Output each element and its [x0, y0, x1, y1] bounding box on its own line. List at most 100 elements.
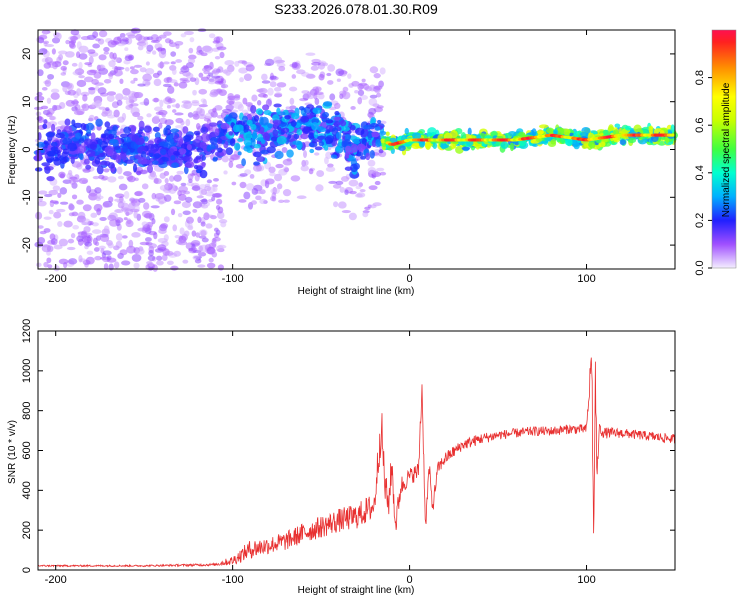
heatmap-cell	[349, 190, 357, 195]
heatmap-cell	[133, 77, 138, 82]
heatmap-cell	[619, 139, 627, 146]
heatmap-cell	[123, 217, 128, 221]
heatmap-cell	[50, 88, 60, 93]
heatmap-cell	[348, 212, 357, 221]
heatmap-cell	[47, 138, 52, 145]
heatmap-cell	[60, 72, 67, 76]
heatmap-cell	[367, 159, 376, 167]
heatmap-cell	[614, 123, 621, 128]
heatmap-cell	[195, 155, 202, 160]
heatmap-cell	[374, 180, 381, 186]
heatmap-cell	[172, 109, 177, 113]
heatmap-cell	[60, 201, 69, 205]
heatmap-cell	[98, 106, 106, 110]
heatmap-cell	[244, 169, 252, 175]
heatmap-cell	[360, 155, 367, 160]
heatmap-cell	[127, 90, 137, 99]
heatmap-cell	[411, 142, 421, 150]
heatmap-cell	[278, 65, 286, 72]
heatmap-cell	[359, 94, 368, 101]
heatmap-cell	[337, 201, 347, 209]
heatmap-cell	[239, 77, 244, 83]
heatmap-cell	[163, 216, 170, 223]
heatmap-cell	[221, 84, 229, 89]
heatmap-cell	[69, 176, 78, 180]
heatmap-cell	[121, 37, 129, 42]
heatmap-cell	[538, 124, 549, 129]
colorbar-label: Normalized spectral amplitude	[721, 82, 732, 217]
heatmap-cell	[185, 72, 194, 79]
heatmap-cell	[398, 145, 406, 152]
heatmap-cell	[344, 189, 349, 195]
heatmap-cell	[318, 73, 325, 81]
heatmap-cell	[264, 178, 275, 185]
heatmap-cell	[172, 224, 178, 232]
heatmap-cell	[46, 257, 52, 264]
heatmap-cell	[300, 165, 309, 172]
heatmap-cell	[217, 147, 223, 153]
heatmap-cell	[552, 129, 559, 135]
heatmap-cell	[85, 256, 95, 265]
heatmap-cell	[134, 92, 142, 98]
heatmap-cell	[129, 197, 136, 203]
heatmap-cell	[216, 138, 223, 145]
x-tick-label: -200	[45, 273, 67, 285]
heatmap-cell	[147, 255, 156, 262]
heatmap-cell	[148, 243, 158, 249]
heatmap-cell	[141, 159, 152, 165]
heatmap-cell	[369, 66, 379, 74]
heatmap-cell	[347, 73, 352, 79]
heatmap-cell	[152, 264, 158, 272]
heatmap-cell	[313, 131, 319, 139]
heatmap-cell	[196, 107, 203, 114]
heatmap-cell	[133, 163, 138, 173]
heatmap-cell	[276, 183, 283, 190]
heatmap-cell	[376, 92, 382, 98]
heatmap-cell	[164, 250, 174, 256]
heatmap-cell	[71, 119, 76, 126]
heatmap-cell	[77, 211, 86, 220]
heatmap-cell	[146, 164, 154, 174]
heatmap-cell	[173, 82, 179, 87]
heatmap-cell	[228, 160, 234, 169]
heatmap-cell	[118, 183, 128, 191]
heatmap-cell	[188, 47, 194, 54]
heatmap-cell	[214, 80, 224, 85]
heatmap-cell	[196, 195, 204, 199]
heatmap-cell	[325, 119, 334, 124]
heatmap-cell	[130, 80, 136, 84]
heatmap-cell	[262, 132, 271, 141]
heatmap-cell	[102, 250, 112, 256]
heatmap-cell	[46, 97, 52, 104]
heatmap-cell	[88, 87, 96, 91]
heatmap-cell	[186, 144, 192, 151]
heatmap-cell	[213, 89, 224, 94]
heatmap-cell	[95, 100, 103, 107]
heatmap-cell	[411, 132, 422, 140]
heatmap-cell	[82, 204, 92, 212]
heatmap-cell	[98, 174, 105, 180]
heatmap-cell	[625, 125, 632, 131]
heatmap-cell	[627, 137, 637, 144]
heatmap-cell	[158, 228, 167, 235]
heatmap-cell	[70, 155, 75, 164]
heatmap-cell	[253, 115, 260, 122]
heatmap-cell	[52, 185, 61, 192]
heatmap-cell	[58, 50, 68, 55]
heatmap-cell	[306, 91, 312, 98]
heatmap-cell	[336, 78, 341, 82]
heatmap-cell	[230, 154, 241, 161]
heatmap-cell	[78, 75, 85, 79]
heatmap-cell	[86, 185, 92, 194]
heatmap-cell	[455, 145, 464, 154]
heatmap-cell	[316, 170, 325, 178]
heatmap-cell	[108, 60, 116, 68]
heatmap-cell	[250, 105, 257, 114]
heatmap-cell	[145, 213, 152, 219]
heatmap-cell	[333, 201, 339, 208]
heatmap-cell	[58, 155, 64, 162]
heatmap-cell	[80, 91, 90, 97]
heatmap-cell	[213, 192, 223, 198]
heatmap-cell	[266, 123, 274, 129]
heatmap-cell	[85, 149, 96, 157]
